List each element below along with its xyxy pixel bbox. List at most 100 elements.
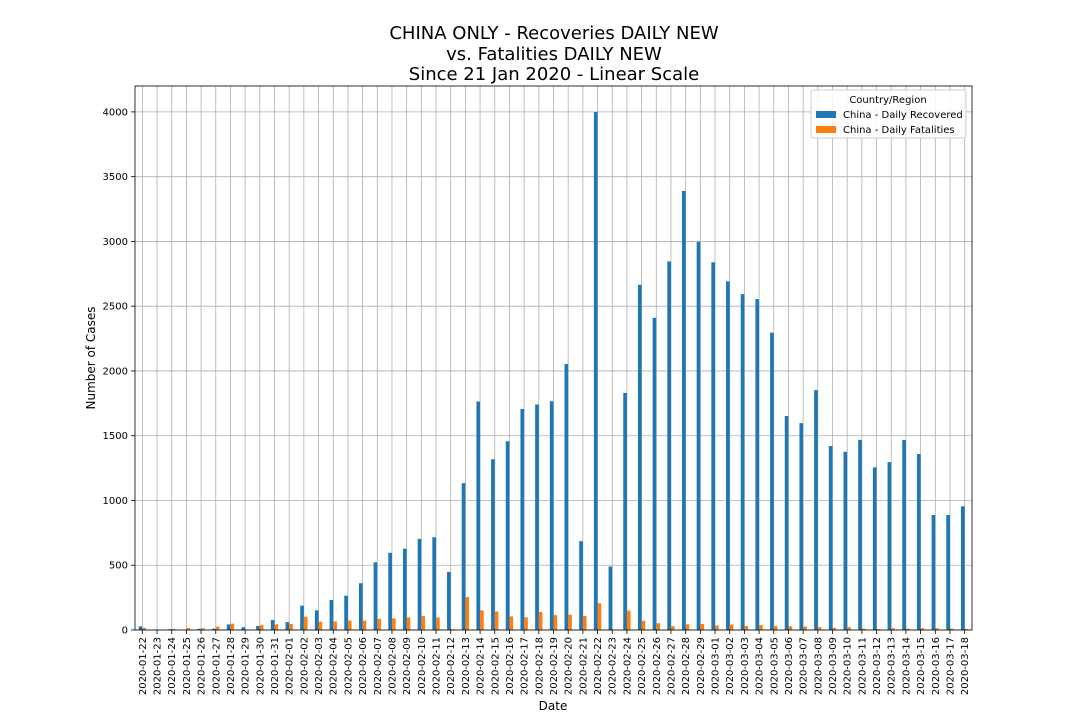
- bar-fatalities: [494, 611, 499, 630]
- bar-recovered: [549, 401, 554, 630]
- x-tick-label: 2020-02-23: [608, 637, 619, 695]
- bar-recovered: [711, 262, 716, 630]
- bar-recovered: [931, 514, 936, 630]
- bar-recovered: [872, 467, 877, 630]
- bar-recovered: [564, 363, 569, 630]
- bar-fatalities: [480, 610, 484, 630]
- bar-fatalities: [949, 628, 954, 630]
- bar-fatalities: [142, 627, 147, 630]
- x-tick-label: 2020-02-25: [637, 637, 648, 695]
- bar-fatalities: [641, 620, 646, 630]
- bar-fatalities: [656, 623, 660, 630]
- bar-fatalities: [274, 624, 279, 630]
- bar-fatalities: [406, 617, 411, 630]
- bar-recovered: [770, 332, 774, 630]
- legend-label-fatalities: China - Daily Fatalities: [843, 125, 955, 136]
- bar-fatalities: [685, 624, 690, 630]
- x-tick-label: 2020-02-28: [681, 637, 692, 695]
- bar-fatalities: [465, 597, 470, 630]
- bar-recovered: [960, 506, 965, 630]
- bar-recovered: [667, 261, 671, 630]
- bar-fatalities: [230, 623, 235, 630]
- y-tick-label: 0: [122, 626, 128, 637]
- bar-fatalities: [744, 625, 749, 630]
- bar-fatalities: [303, 616, 308, 630]
- bar-recovered: [623, 392, 627, 630]
- bar-recovered: [476, 401, 481, 630]
- bar-fatalities: [700, 623, 705, 630]
- x-axis-ticks: 2020-01-22 2020-01-23 2020-01-24 2020-01-25…: [138, 630, 971, 695]
- bar-recovered: [461, 483, 466, 630]
- x-tick-label: 2020-03-14: [901, 637, 912, 695]
- bar-fatalities: [597, 603, 602, 630]
- x-tick-label: 2020-02-19: [549, 637, 560, 695]
- x-tick-label: 2020-02-22: [593, 637, 604, 695]
- bar-recovered: [755, 299, 760, 630]
- x-tick-label: 2020-01-31: [270, 637, 281, 695]
- bar-fatalities: [847, 627, 851, 630]
- bar-recovered: [726, 281, 730, 630]
- x-tick-label: 2020-03-07: [799, 637, 810, 695]
- bar-fatalities: [436, 617, 440, 630]
- x-tick-label: 2020-02-18: [534, 637, 545, 695]
- x-tick-label: 2020-02-21: [578, 637, 589, 695]
- bar-fatalities: [715, 625, 719, 630]
- x-tick-label: 2020-02-08: [387, 637, 398, 695]
- bar-fatalities: [215, 626, 220, 630]
- x-axis-label: Date: [539, 699, 568, 713]
- x-tick-label: 2020-03-12: [872, 637, 883, 695]
- bar-fatalities: [803, 626, 807, 630]
- bar-fatalities: [759, 625, 763, 630]
- y-tick-label: 4000: [103, 107, 128, 118]
- bar-recovered: [197, 628, 202, 630]
- x-tick-label: 2020-03-04: [755, 637, 766, 695]
- bar-fatalities: [318, 621, 323, 630]
- bar-fatalities: [421, 616, 426, 630]
- bar-recovered: [388, 552, 392, 630]
- bar-fatalities: [509, 616, 514, 630]
- bar-recovered: [241, 627, 246, 630]
- x-tick-label: 2020-01-24: [167, 637, 178, 695]
- x-tick-label: 2020-02-27: [666, 637, 677, 695]
- bar-recovered: [373, 562, 378, 630]
- bar-fatalities: [377, 618, 381, 630]
- bar-recovered: [828, 446, 833, 630]
- bar-recovered: [916, 453, 921, 630]
- x-tick-label: 2020-03-18: [960, 637, 971, 695]
- legend-title: Country/Region: [849, 95, 926, 106]
- x-tick-label: 2020-02-20: [564, 637, 575, 695]
- bar-recovered: [520, 409, 525, 630]
- title-line-3: Since 21 Jan 2020 - Linear Scale: [409, 64, 699, 85]
- x-tick-label: 2020-03-11: [857, 637, 868, 695]
- x-tick-label: 2020-02-13: [461, 637, 472, 695]
- bar-recovered: [491, 459, 495, 630]
- x-tick-label: 2020-02-12: [446, 637, 457, 695]
- x-tick-label: 2020-02-03: [314, 637, 325, 695]
- x-tick-label: 2020-03-06: [784, 637, 795, 695]
- x-tick-label: 2020-02-09: [402, 637, 413, 695]
- x-tick-label: 2020-02-02: [299, 637, 310, 695]
- x-tick-label: 2020-02-11: [432, 637, 443, 695]
- x-tick-label: 2020-02-06: [358, 637, 369, 695]
- x-tick-label: 2020-02-16: [505, 637, 516, 695]
- bar-recovered: [696, 241, 701, 630]
- x-tick-label: 2020-03-13: [887, 637, 898, 695]
- y-tick-label: 1000: [103, 496, 128, 507]
- legend: Country/Region China - Daily Recovered C…: [810, 89, 967, 139]
- x-tick-label: 2020-01-22: [138, 637, 149, 695]
- x-tick-label: 2020-02-05: [343, 637, 354, 695]
- bar-recovered: [814, 390, 818, 630]
- bar-recovered: [858, 439, 862, 630]
- x-tick-label: 2020-02-14: [476, 637, 487, 695]
- x-tick-label: 2020-03-03: [740, 637, 751, 695]
- bar-fatalities: [582, 615, 587, 630]
- y-tick-label: 2500: [103, 302, 128, 313]
- x-tick-label: 2020-02-04: [329, 637, 340, 695]
- bar-fatalities: [259, 625, 264, 630]
- bar-recovered: [535, 404, 539, 630]
- x-tick-label: 2020-03-02: [725, 637, 736, 695]
- y-tick-label: 2000: [103, 366, 128, 377]
- bar-recovered: [902, 439, 906, 630]
- title-line-2: vs. Fatalities DAILY NEW: [446, 44, 662, 65]
